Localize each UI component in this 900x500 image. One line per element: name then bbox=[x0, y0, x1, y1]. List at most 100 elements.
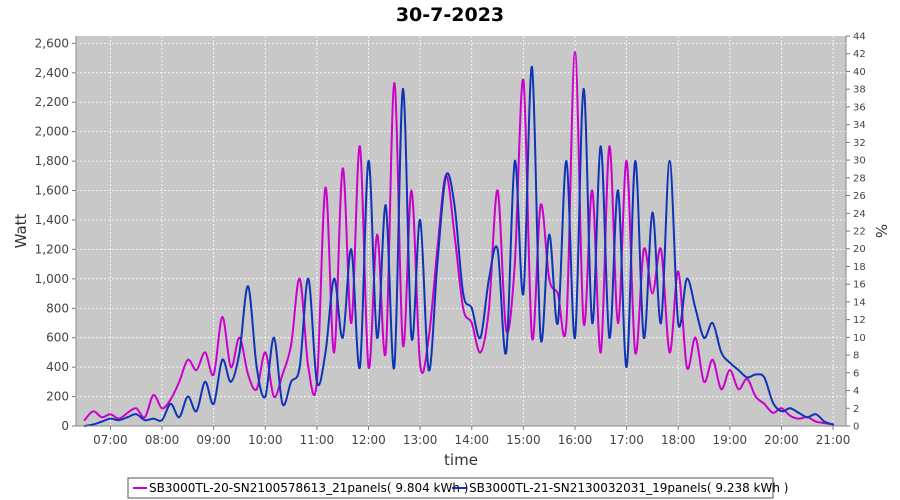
chart-title: 30-7-2023 bbox=[396, 4, 504, 26]
y2-tick-label: 0 bbox=[853, 422, 859, 433]
data-point bbox=[204, 380, 207, 383]
data-point bbox=[358, 145, 361, 148]
data-point bbox=[470, 322, 473, 324]
data-point bbox=[513, 263, 516, 266]
legend-label-2: SB3000TL-21-SN2130032031_19panels( 9.238… bbox=[469, 481, 788, 495]
data-point bbox=[350, 322, 353, 324]
data-point bbox=[161, 407, 163, 410]
data-point bbox=[350, 248, 353, 251]
y-tick-label: 1,800 bbox=[35, 154, 69, 168]
data-point bbox=[367, 160, 370, 163]
data-point bbox=[599, 145, 602, 148]
data-point bbox=[376, 336, 379, 339]
data-point bbox=[737, 369, 740, 372]
y2-tick-label: 28 bbox=[853, 173, 866, 184]
data-point bbox=[746, 376, 749, 379]
data-point bbox=[186, 358, 189, 361]
y-tick-label: 2,200 bbox=[35, 95, 69, 109]
data-point bbox=[272, 395, 275, 398]
y2-tick-label: 8 bbox=[853, 351, 859, 362]
data-point bbox=[135, 407, 138, 410]
data-point bbox=[341, 167, 344, 170]
y-axis-label: Watt bbox=[12, 213, 30, 248]
data-point bbox=[505, 351, 508, 354]
data-point bbox=[324, 186, 327, 189]
data-point bbox=[531, 336, 533, 339]
data-point bbox=[608, 336, 611, 339]
data-point bbox=[281, 402, 284, 405]
data-point bbox=[178, 380, 181, 383]
x-tick-label: 12:00 bbox=[351, 433, 386, 447]
data-point bbox=[401, 344, 404, 347]
data-point bbox=[126, 411, 129, 414]
data-point bbox=[143, 419, 146, 422]
data-point bbox=[634, 160, 637, 163]
y2-tick-label: 42 bbox=[853, 49, 866, 60]
y2-tick-label: 38 bbox=[853, 85, 866, 96]
y2-tick-label: 40 bbox=[853, 67, 866, 78]
data-point bbox=[307, 277, 310, 280]
data-point bbox=[436, 263, 439, 266]
y-tick-label: 200 bbox=[46, 390, 69, 404]
y-tick-label: 2,600 bbox=[35, 36, 69, 50]
data-point bbox=[574, 336, 576, 339]
x-tick-label: 14:00 bbox=[454, 433, 489, 447]
plot-area bbox=[76, 36, 846, 426]
data-point bbox=[685, 277, 688, 280]
data-point bbox=[453, 204, 456, 207]
x-tick-label: 08:00 bbox=[145, 433, 180, 447]
y-tick-label: 2,400 bbox=[35, 66, 69, 80]
x-tick-label: 09:00 bbox=[196, 433, 231, 447]
data-point bbox=[315, 380, 318, 383]
data-point bbox=[548, 277, 551, 280]
data-point bbox=[195, 369, 198, 372]
data-point bbox=[668, 160, 671, 163]
data-point bbox=[401, 88, 404, 90]
data-point bbox=[651, 292, 654, 295]
data-point bbox=[376, 233, 379, 236]
data-point bbox=[625, 160, 628, 163]
data-point bbox=[161, 419, 163, 422]
data-point bbox=[169, 402, 172, 405]
data-point bbox=[384, 351, 387, 354]
data-point bbox=[625, 366, 628, 369]
data-point bbox=[608, 145, 611, 148]
y-tick-label: 0 bbox=[61, 419, 69, 433]
data-point bbox=[617, 189, 619, 192]
data-point bbox=[496, 248, 499, 251]
x-tick-label: 15:00 bbox=[506, 433, 541, 447]
data-point bbox=[642, 248, 645, 251]
x-axis: 07:00 08:00 09:00 10:00 11:00 12:00 13:00 14:00… bbox=[76, 425, 850, 447]
x-tick-label: 16:00 bbox=[558, 433, 593, 447]
data-point bbox=[100, 416, 103, 419]
y-tick-label: 800 bbox=[46, 301, 69, 315]
data-point bbox=[281, 373, 284, 376]
data-point bbox=[591, 322, 594, 324]
data-point bbox=[548, 233, 551, 236]
data-point bbox=[694, 307, 697, 310]
data-point bbox=[462, 307, 465, 310]
x-tick-label: 07:00 bbox=[93, 433, 128, 447]
data-point bbox=[780, 410, 783, 413]
y2-tick-label: 2 bbox=[853, 404, 859, 415]
data-point bbox=[238, 351, 241, 354]
data-point bbox=[728, 369, 731, 372]
data-point bbox=[539, 204, 542, 207]
data-point bbox=[195, 410, 198, 413]
data-point bbox=[410, 336, 413, 339]
data-point bbox=[298, 366, 301, 369]
data-point bbox=[703, 380, 705, 383]
data-point bbox=[634, 351, 637, 354]
y2-tick-label: 4 bbox=[853, 386, 859, 397]
data-point bbox=[358, 366, 361, 369]
y2-tick-label: 18 bbox=[853, 262, 866, 273]
x-tick-label: 20:00 bbox=[764, 433, 799, 447]
legend: SB3000TL-20-SN2100578613_21panels( 9.804… bbox=[127, 477, 788, 499]
data-point bbox=[582, 88, 585, 90]
y2-tick-label: 6 bbox=[853, 368, 859, 379]
data-point bbox=[488, 307, 490, 310]
x-tick-label: 13:00 bbox=[403, 433, 438, 447]
data-point bbox=[668, 351, 671, 354]
legend-label-1: SB3000TL-20-SN2100578613_21panels( 9.804… bbox=[149, 481, 468, 495]
data-point bbox=[496, 189, 499, 192]
